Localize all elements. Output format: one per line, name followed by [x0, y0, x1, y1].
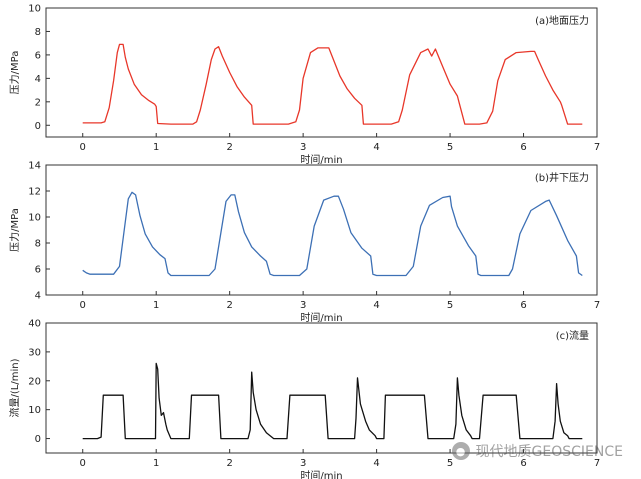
- plot-frame: [45, 322, 598, 454]
- x-tick-label: 0: [80, 458, 86, 469]
- panel-title: (a)地面压力: [535, 14, 589, 27]
- x-tick-label: 3: [300, 300, 306, 311]
- x-tick-label: 1: [153, 458, 159, 469]
- y-tick-label: 30: [28, 347, 41, 358]
- y-tick-label: 10: [28, 213, 41, 224]
- chart-panel-1: 0 1 2 3 4 5 6 7 0 2 4 6 8 10 时间/min 压力/MPa (a)地面压力: [8, 4, 600, 167]
- x-tick-label: 2: [226, 300, 232, 311]
- watermark-text: 现代地质GEOSCIENCE: [475, 444, 623, 460]
- panel-title: (b)井下压力: [535, 171, 589, 184]
- y-tick-label: 6: [35, 50, 41, 61]
- x-tick-label: 5: [447, 300, 453, 311]
- y-tick-label: 8: [35, 239, 41, 250]
- x-tick-label: 5: [447, 142, 453, 153]
- y-axis-label: 压力/MPa: [8, 51, 21, 95]
- plot-frame: [45, 164, 598, 296]
- series-line: [82, 43, 583, 125]
- x-axis-label: 时间/min: [300, 311, 342, 324]
- x-tick-label: 3: [300, 458, 306, 469]
- x-tick-label: 2: [226, 142, 232, 153]
- x-tick-label: 1: [153, 142, 159, 153]
- series-line: [82, 362, 583, 440]
- chart-panel-3: 0 1 2 3 4 5 6 7 0 10 20 30 40 时间/min 流量/(L/min) (c)流量: [8, 319, 600, 479]
- series-line: [82, 191, 583, 277]
- y-tick-label: 2: [35, 97, 41, 108]
- y-axis-label: 流量/(L/min): [8, 358, 21, 417]
- y-tick-label: 40: [28, 319, 41, 330]
- y-tick-label: 6: [35, 265, 41, 276]
- x-axis-label: 时间/min: [300, 153, 342, 166]
- x-tick-label: 6: [520, 142, 526, 153]
- x-tick-label: 4: [373, 300, 379, 311]
- x-tick-label: 3: [300, 142, 306, 153]
- x-tick-label: 5: [447, 458, 453, 469]
- y-tick-label: 10: [28, 405, 41, 416]
- plot-frame: [45, 7, 598, 138]
- watermark: ● 现代地质GEOSCIENCE: [451, 441, 623, 461]
- x-tick-label: 2: [226, 458, 232, 469]
- x-tick-label: 7: [594, 458, 600, 469]
- y-tick-label: 8: [35, 27, 41, 38]
- x-tick-label: 4: [373, 142, 379, 153]
- x-tick-label: 7: [594, 142, 600, 153]
- x-tick-label: 1: [153, 300, 159, 311]
- x-tick-label: 4: [373, 458, 379, 469]
- y-tick-label: 12: [28, 187, 41, 198]
- x-tick-label: 7: [594, 300, 600, 311]
- wechat-icon: ●: [451, 442, 470, 460]
- x-tick-label: 6: [520, 300, 526, 311]
- x-tick-label: 6: [520, 458, 526, 469]
- y-tick-label: 4: [35, 74, 41, 85]
- y-tick-label: 4: [35, 291, 41, 302]
- y-tick-label: 0: [35, 434, 41, 445]
- y-axis-label: 压力/MPa: [8, 208, 21, 252]
- y-tick-label: 0: [35, 121, 41, 132]
- panel-title: (c)流量: [556, 329, 589, 342]
- x-axis-label: 时间/min: [300, 469, 342, 479]
- x-tick-label: 0: [80, 300, 86, 311]
- y-tick-label: 20: [28, 376, 41, 387]
- x-tick-label: 0: [80, 142, 86, 153]
- y-tick-label: 14: [28, 161, 41, 172]
- y-tick-label: 10: [28, 4, 41, 15]
